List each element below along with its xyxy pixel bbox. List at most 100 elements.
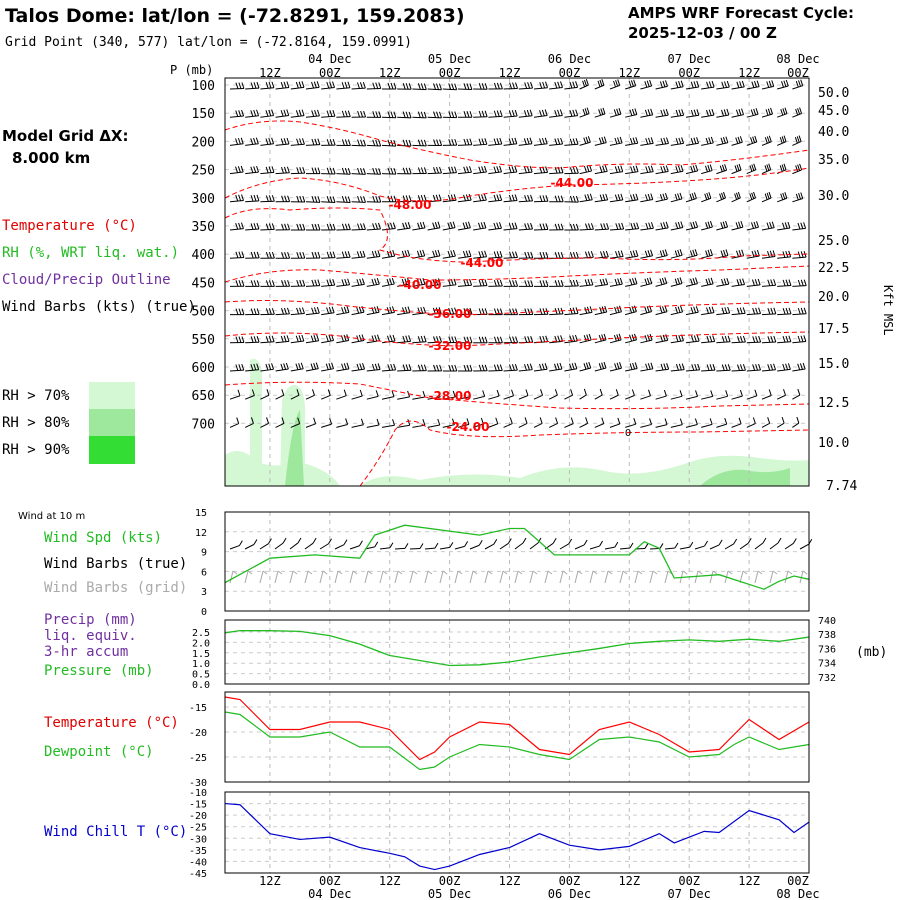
barb-flag: [800, 251, 804, 258]
barb-flag: [572, 109, 576, 117]
temperature-panel-frame: [224, 691, 810, 783]
barb-staff: [412, 312, 426, 316]
barb-staff: [488, 256, 503, 259]
barb-flag: [737, 191, 741, 199]
barb-flag: [478, 251, 482, 258]
barb-staff: [701, 254, 713, 259]
grid-barb: [334, 570, 339, 584]
barb-flag: [678, 137, 682, 145]
barb-flag: [663, 137, 667, 145]
barb-flag: [347, 81, 351, 88]
barb-flag: [316, 109, 320, 117]
barb-flag: [530, 81, 534, 89]
top-hour-label: 00Z: [678, 66, 700, 80]
cross-section-frame: [224, 77, 810, 487]
barb-flag: [572, 167, 576, 174]
barb-flag: [496, 194, 500, 201]
barb-flag: [616, 334, 620, 341]
barb-flag: [451, 364, 455, 372]
barb-flag: [280, 335, 284, 343]
barb-flag: [392, 222, 396, 229]
dewpoint-label: Dewpoint (°C): [44, 744, 154, 760]
barb-flag: [783, 135, 787, 142]
barb-flag: [726, 108, 730, 116]
barb-flag: [301, 138, 305, 145]
barb-staff: [351, 228, 366, 231]
barb-flag: [363, 223, 366, 230]
barb-staff: [579, 228, 594, 231]
wind-barbs-grid-label: Wind Barbs (grid): [44, 580, 187, 596]
barb-staff: [579, 394, 587, 400]
barb-flag: [773, 335, 777, 343]
barb-flag: [679, 192, 683, 200]
barb-staff: [442, 88, 457, 91]
grid-barb-flag: [607, 570, 613, 575]
barb-flag: [357, 195, 361, 203]
barb-flag: [468, 193, 472, 201]
model-grid-value: 8.000 km: [12, 149, 90, 167]
barb-flag: [782, 192, 786, 200]
barb-flag: [387, 139, 391, 146]
barb-flag: [512, 336, 516, 343]
barb-flag: [493, 222, 497, 230]
barb-flag: [665, 165, 669, 172]
barb-flag: [575, 167, 579, 174]
barb-flag: [402, 139, 406, 146]
barb-flag: [675, 306, 679, 314]
barb-flag: [650, 193, 654, 200]
surface-barb-flag: [599, 540, 603, 547]
barb-flag: [328, 334, 332, 342]
barb-flag: [635, 165, 639, 172]
bottom-hour-label: 00Z: [319, 874, 341, 888]
barb-staff: [731, 369, 746, 372]
barb-flag: [631, 108, 635, 116]
barb-flag: [770, 336, 774, 343]
barb-flag: [723, 249, 726, 257]
barb-flag: [722, 221, 726, 228]
barb-staff: [457, 423, 470, 428]
barb-flag: [509, 82, 513, 89]
barb-staff: [229, 395, 241, 400]
barb-staff: [625, 171, 639, 175]
barb-flag: [296, 167, 300, 174]
barb-flag: [574, 362, 578, 369]
barb-flag: [316, 334, 320, 341]
surface-barb: [694, 545, 705, 550]
barb-flag: [299, 279, 303, 287]
barb-flag: [587, 136, 591, 143]
barb-flag: [613, 334, 617, 342]
barb-flag: [665, 334, 669, 341]
barb-flag: [766, 222, 770, 229]
barb-staff: [670, 86, 684, 90]
barb-flag: [587, 279, 591, 286]
barb-flag: [265, 223, 269, 230]
wind-tick-label: 3: [201, 587, 207, 598]
barb-flag: [764, 165, 768, 172]
barb-staff: [761, 369, 776, 372]
barb-flag: [780, 109, 784, 116]
barb-staff: [640, 395, 651, 400]
height-tick-label: 15.0: [818, 357, 849, 372]
barb-flag: [796, 136, 800, 143]
barb-flag: [386, 278, 390, 286]
barb-flag: [601, 137, 605, 144]
barb-flag: [799, 363, 803, 370]
barb-staff: [746, 341, 761, 344]
barb-flag: [499, 137, 503, 145]
barb-flag: [314, 109, 318, 117]
top-hour-label: 12Z: [379, 66, 401, 80]
barb-flag: [602, 107, 606, 115]
surface-barb-flag: [704, 540, 708, 547]
barb-staff: [655, 424, 668, 428]
temperature-contour: [224, 120, 810, 169]
barb-staff: [564, 143, 579, 146]
barb-staff: [549, 313, 564, 316]
barb-flag: [268, 335, 272, 343]
barb-flag: [417, 336, 421, 343]
barb-staff: [670, 198, 683, 203]
barb-staff: [564, 394, 573, 400]
barb-flag: [408, 139, 412, 147]
temperature-tick-label: -20: [189, 728, 207, 739]
barb-staff: [579, 367, 591, 372]
barb-flag: [478, 308, 482, 315]
